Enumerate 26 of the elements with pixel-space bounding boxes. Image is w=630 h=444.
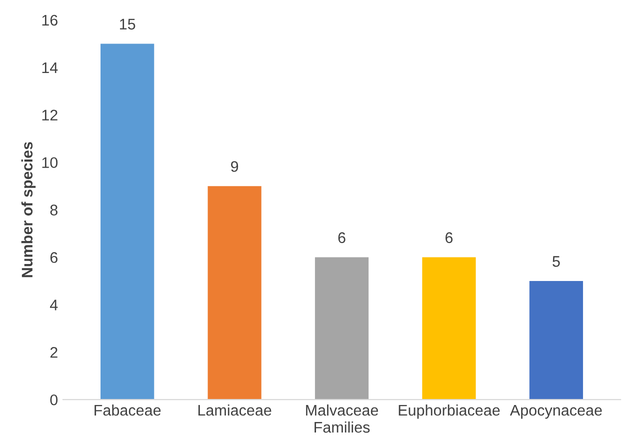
x-tick-label: Apocynaceae xyxy=(510,405,602,419)
bar xyxy=(422,257,476,400)
y-axis-title: Number of species xyxy=(21,142,36,278)
x-tick-label: Fabaceae xyxy=(94,404,161,416)
y-tick-label: 16 xyxy=(42,14,58,26)
y-tick-label: 6 xyxy=(50,252,58,263)
bar xyxy=(314,257,369,400)
data-label: 6 xyxy=(446,232,453,244)
data-label: 6 xyxy=(338,232,346,244)
x-tick-label: Lamiaceae xyxy=(198,404,272,416)
bar xyxy=(529,280,584,400)
x-axis-title: Families xyxy=(314,421,370,433)
data-label: 15 xyxy=(120,18,136,30)
bar xyxy=(100,44,154,400)
y-tick-label: 4 xyxy=(50,300,58,310)
bar xyxy=(208,186,262,400)
y-tick-label: 10 xyxy=(42,157,58,168)
data-label: 5 xyxy=(552,256,560,267)
y-tick-label: 14 xyxy=(42,62,58,73)
x-tick-label: Euphorbiaceae xyxy=(398,404,500,419)
y-tick-label: 12 xyxy=(42,110,58,120)
data-label: 9 xyxy=(231,161,238,172)
x-tick-label: Malvaceae xyxy=(306,404,378,416)
y-tick-label: 0 xyxy=(50,394,58,406)
y-tick-label: 2 xyxy=(50,347,58,358)
y-tick-label: 8 xyxy=(50,204,58,216)
